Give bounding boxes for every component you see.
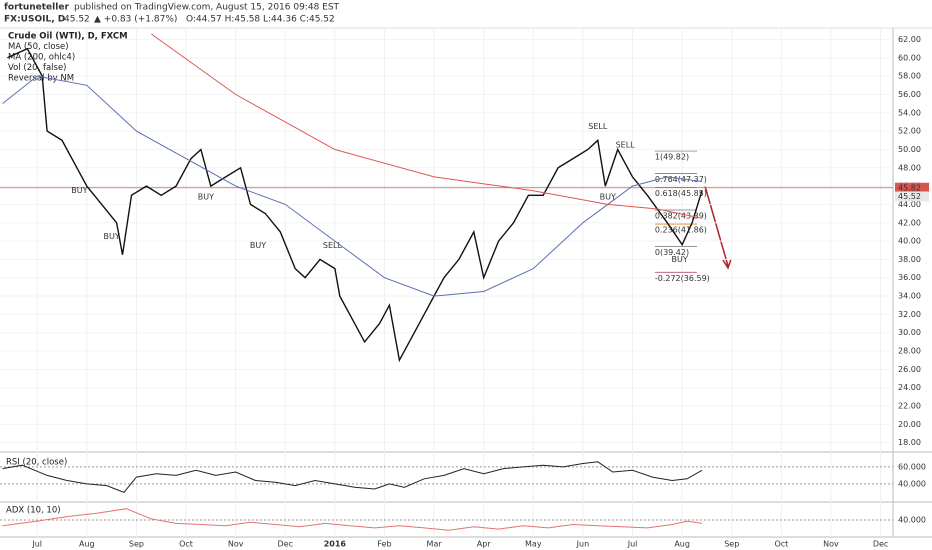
y-tick-label: 36.00 [898, 273, 921, 282]
legend-entry: MA (50, close) [8, 42, 69, 52]
header-author: fortuneteller [4, 3, 69, 13]
x-tick-label: Jul [31, 540, 42, 549]
pane-title: ADX (10, 10) [6, 506, 61, 516]
price-label: 45.82 [898, 183, 921, 192]
x-tick-label: Feb [377, 540, 391, 549]
series-line [2, 508, 703, 531]
series-line [2, 461, 703, 493]
x-tick-label: Jun [576, 540, 590, 549]
signal-label: BUY [198, 193, 214, 202]
fib-label: -0.272(36.59) [655, 274, 710, 283]
y-tick-label: 30.00 [898, 328, 921, 337]
x-tick-label: Oct [179, 540, 193, 549]
fib-label: 0.618(45.85) [655, 189, 707, 198]
x-tick-label: Aug [79, 540, 95, 549]
y-tick-label: 40.000 [898, 479, 926, 488]
signal-label: BUY [600, 193, 616, 202]
y-tick-label: 54.00 [898, 108, 921, 117]
y-tick-label: 34.00 [898, 292, 921, 301]
last-price-label: 45.52 [898, 192, 921, 201]
y-tick-label: 40.000 [898, 516, 926, 525]
x-tick-label: Aug [674, 540, 690, 549]
x-tick-label: Mar [427, 540, 443, 549]
y-tick-label: 40.00 [898, 237, 921, 246]
x-tick-label: Dec [278, 540, 293, 549]
legend-entry: MA (200, ohlc4) [8, 53, 75, 63]
x-tick-label: Oct [774, 540, 788, 549]
y-tick-label: 50.00 [898, 145, 921, 154]
y-tick-label: 48.00 [898, 163, 921, 172]
y-tick-label: 28.00 [898, 347, 921, 356]
x-tick-label: Jul [627, 540, 638, 549]
y-tick-label: 26.00 [898, 365, 921, 374]
y-tick-label: 42.00 [898, 218, 921, 227]
price-label-bg [895, 182, 929, 193]
x-tick-label: May [525, 540, 542, 549]
signal-label: BUY [71, 186, 87, 195]
y-tick-label: 18.00 [898, 438, 921, 447]
header-last: 45.52 [64, 15, 90, 25]
y-tick-label: 24.00 [898, 383, 921, 392]
signal-label: BUY [250, 241, 266, 250]
x-tick-label: Nov [228, 540, 244, 549]
arrow-head [722, 258, 732, 270]
x-tick-label: Sep [724, 540, 739, 549]
fib-label: 0.382(43.39) [655, 212, 707, 221]
x-tick-label: Nov [823, 540, 839, 549]
legend-entry: Reversal by NM [8, 74, 74, 84]
header-change: ▲ +0.83 (+1.87%) [94, 15, 177, 25]
y-tick-label: 58.00 [898, 72, 921, 81]
y-tick-label: 60.000 [898, 462, 926, 471]
y-tick-label: 62.00 [898, 35, 921, 44]
last-price-bg [895, 191, 929, 202]
y-tick-label: 44.00 [898, 200, 921, 209]
signal-label: SELL [323, 241, 343, 250]
legend-entry: Crude Oil (WTI), D, FXCM [8, 32, 128, 42]
fib-label: 0.764(47.37) [655, 175, 707, 184]
x-tick-label: 2016 [324, 540, 347, 549]
y-tick-label: 52.00 [898, 127, 921, 136]
header-symbol: FX:USOIL, D [4, 15, 65, 25]
y-tick-label: 60.00 [898, 53, 921, 62]
fib-label: 0.236(41.86) [655, 226, 707, 235]
x-tick-label: Apr [477, 540, 492, 549]
fib-label: 0(39.42) [655, 248, 689, 257]
signal-label: SELL [616, 140, 636, 149]
fib-label: 1(49.82) [655, 153, 689, 162]
series-line [151, 33, 703, 219]
y-tick-label: 22.00 [898, 402, 921, 411]
header-published: published on TradingView.com, August 15,… [74, 3, 340, 13]
signal-label: BUY [672, 255, 688, 264]
signal-label: SELL [588, 122, 608, 131]
y-tick-label: 38.00 [898, 255, 921, 264]
pane-title: RSI (20, close) [6, 458, 67, 468]
x-tick-label: Sep [129, 540, 144, 549]
x-tick-label: Dec [873, 540, 888, 549]
y-tick-label: 32.00 [898, 310, 921, 319]
arrow-line [704, 185, 729, 267]
header-ohlc: O:44.57 H:45.58 L:44.36 C:45.52 [186, 15, 335, 25]
y-tick-label: 56.00 [898, 90, 921, 99]
signal-label: BUY [104, 232, 120, 241]
series-line [7, 47, 703, 363]
y-tick-label: 20.00 [898, 420, 921, 429]
